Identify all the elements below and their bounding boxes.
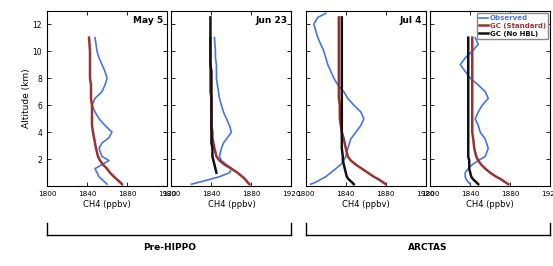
Text: Jul 4: Jul 4	[400, 16, 422, 25]
X-axis label: CH4 (ppbv): CH4 (ppbv)	[466, 200, 514, 209]
Text: Jul 5: Jul 5	[524, 16, 546, 25]
Text: May 5: May 5	[133, 16, 163, 25]
Legend: Observed, GC (Standard), GC (No HBL): Observed, GC (Standard), GC (No HBL)	[477, 13, 548, 39]
Y-axis label: Altitude (km): Altitude (km)	[22, 69, 31, 128]
Text: Jun 23: Jun 23	[256, 16, 288, 25]
Text: ARCTAS: ARCTAS	[408, 243, 448, 252]
X-axis label: CH4 (ppbv): CH4 (ppbv)	[83, 200, 131, 209]
X-axis label: CH4 (ppbv): CH4 (ppbv)	[207, 200, 255, 209]
X-axis label: CH4 (ppbv): CH4 (ppbv)	[342, 200, 390, 209]
Text: Pre-HIPPO: Pre-HIPPO	[143, 243, 196, 252]
